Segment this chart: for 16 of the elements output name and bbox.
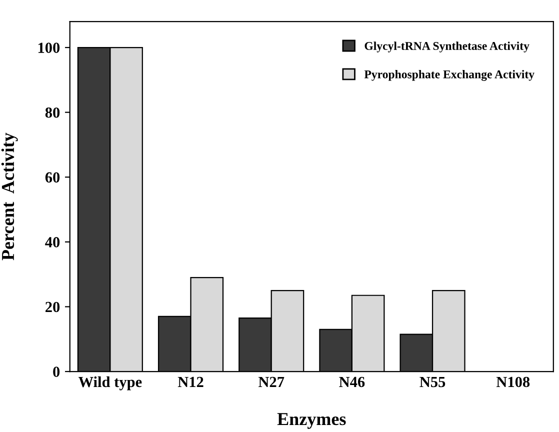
x-tick-label: N12 — [178, 376, 204, 387]
legend-label: Pyrophosphate Exchange Activity — [364, 70, 534, 81]
y-tick-label: 80 — [45, 107, 60, 118]
x-tick-label: N27 — [258, 376, 284, 387]
y-tick-label: 60 — [45, 172, 60, 183]
y-tick-label: 0 — [53, 366, 60, 377]
y-tick-label: 40 — [45, 237, 60, 248]
x-tick-label: N55 — [420, 376, 446, 388]
legend-label: Glycyl-tRNA Synthetase Activity — [364, 42, 530, 52]
y-axis-title: Percent Activity — [1, 132, 18, 260]
y-tick-label: 20 — [46, 302, 60, 312]
x-tick-label: Wild type — [78, 376, 142, 390]
x-axis-title: Enzymes — [277, 413, 346, 429]
x-tick-label: N108 — [496, 376, 530, 388]
y-tick-label: 100 — [38, 42, 60, 53]
x-tick-label: N46 — [339, 376, 365, 388]
